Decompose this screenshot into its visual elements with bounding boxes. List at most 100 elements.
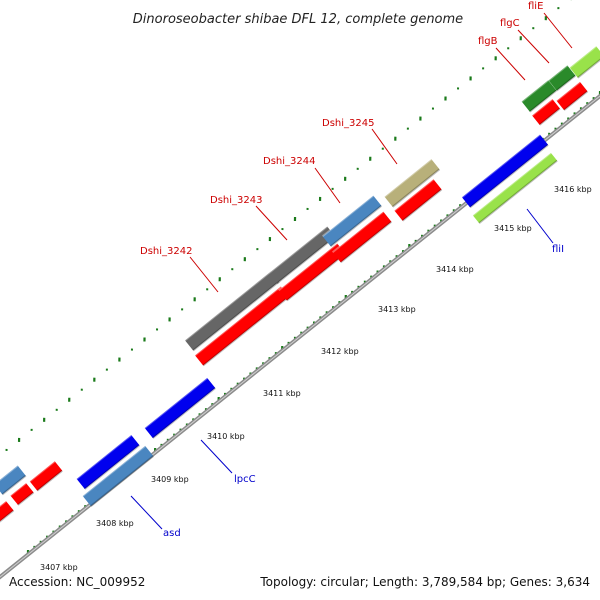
upper-tick [118, 357, 121, 362]
gene-flgb-highlight [521, 79, 549, 103]
leader-dshi-3245 [371, 128, 398, 165]
gene-blue-2-shadow [84, 444, 140, 490]
upper-tick [43, 417, 46, 422]
scale-label-3414: 3414 kbp [436, 265, 474, 274]
gene-red-left-1 [29, 461, 63, 491]
gene-label-dshi-3242: Dshi_3242 [140, 246, 192, 257]
leader-flie [543, 12, 573, 49]
gene-flgb-shadow [529, 89, 557, 113]
map-title: Dinoroseobacter shibae DFL 12, complete … [133, 12, 463, 27]
gene-dshi-3244-highlight [321, 194, 374, 238]
upper-tick [331, 187, 334, 190]
upper-tick [356, 167, 359, 170]
gene-fwd-left-1-shadow [1, 474, 27, 496]
gene-flgc-highlight [547, 64, 568, 82]
gene-red-left-1-shadow [36, 469, 63, 492]
upper-tick [243, 257, 246, 262]
upper-tick [381, 147, 384, 150]
gene-dshi-3243 [268, 226, 336, 284]
gene-label-asd: asd [163, 528, 181, 539]
gene-red-lower-4-shadow [401, 188, 443, 222]
upper-tick [519, 36, 522, 41]
gene-dshi-3242-shadow [192, 280, 280, 352]
gene-dshi-3242 [185, 271, 279, 351]
gene-label-dshi-3245: Dshi_3245 [322, 118, 374, 129]
gene-flii-green [472, 152, 558, 224]
gene-dshi-3245-highlight [383, 158, 432, 198]
gene-label-flii: fliI [552, 244, 564, 255]
leader-dshi-3242 [189, 256, 219, 293]
gene-flii-blue [461, 134, 549, 208]
upper-tick [30, 428, 33, 431]
gene-red-left-1-highlight [29, 460, 56, 483]
upper-tick [469, 76, 472, 81]
gene-red-left-2-highlight [9, 482, 27, 497]
leader-flgb [495, 47, 526, 81]
gene-flie-highlight [569, 45, 597, 69]
leader-flgc [517, 29, 550, 64]
upper-tick [482, 67, 485, 70]
gene-lpcc-highlight [144, 377, 208, 429]
gene-red-lower-5-highlight [531, 98, 554, 117]
gene-asd-shadow [90, 455, 154, 507]
gene-flii-blue-shadow [469, 144, 549, 209]
upper-tick [419, 116, 422, 121]
gene-red-lower-3 [332, 211, 392, 263]
gene-features [0, 45, 600, 523]
gene-red-lower-1 [195, 286, 289, 366]
upper-tick [494, 56, 497, 61]
gene-label-dshi-3244: Dshi_3244 [263, 156, 315, 167]
gene-asd [82, 445, 154, 507]
gene-flgc [548, 65, 576, 91]
leader-lpcc [200, 439, 233, 474]
upper-tick [143, 337, 146, 342]
scale-label-3411: 3411 kbp [263, 389, 301, 398]
gene-red-lower-2-shadow [286, 252, 346, 302]
gene-red-lower-3-shadow [340, 220, 393, 264]
gene-blue-2 [76, 435, 140, 489]
leader-flii [526, 208, 554, 244]
gene-red-lower-3-highlight [331, 210, 384, 254]
upper-tick [444, 96, 447, 101]
gene-red-left-3-shadow [0, 509, 15, 523]
gene-red-left-2 [10, 483, 34, 505]
accession-text: Accession: NC_009952 [9, 575, 145, 589]
gene-fwd-left-1 [0, 465, 26, 495]
leader-dshi-3243 [255, 205, 288, 241]
scale-label-3412: 3412 kbp [321, 347, 359, 356]
gene-dshi-3244 [322, 195, 382, 247]
gene-blue-2-highlight [76, 434, 132, 480]
upper-tick [80, 388, 83, 391]
gene-red-left-2-shadow [17, 491, 35, 506]
upper-tick [193, 297, 196, 302]
gene-red-lower-5 [532, 99, 560, 125]
upper-tick [369, 156, 372, 161]
upper-tick [130, 348, 133, 351]
upper-tick [181, 308, 184, 311]
gene-red-left-3 [0, 501, 14, 522]
gene-flgb [521, 80, 557, 112]
scale-label-3407: 3407 kbp [40, 563, 78, 572]
upper-tick [218, 277, 221, 282]
upper-tick [231, 268, 234, 271]
gene-red-lower-6-shadow [563, 90, 589, 111]
gene-lpcc-shadow [152, 387, 216, 439]
gene-flgc-shadow [556, 74, 577, 92]
upper-tick [306, 207, 309, 210]
gene-dshi-3244-shadow [330, 204, 383, 248]
gene-asd-highlight [82, 445, 146, 497]
leader-asd [130, 495, 163, 530]
gene-red-lower-4 [394, 179, 442, 221]
upper-tick [156, 328, 159, 331]
gene-fwd-left-1-highlight [0, 464, 19, 481]
label-leaders [130, 12, 573, 530]
upper-tick [431, 107, 434, 110]
upper-tick [394, 136, 397, 141]
upper-tick [457, 87, 460, 90]
gene-dshi-3245 [384, 159, 440, 207]
scale-label-3408: 3408 kbp [96, 519, 134, 528]
gene-dshi-3245-shadow [392, 168, 441, 208]
upper-tick [344, 176, 347, 181]
upper-tick [406, 127, 409, 130]
